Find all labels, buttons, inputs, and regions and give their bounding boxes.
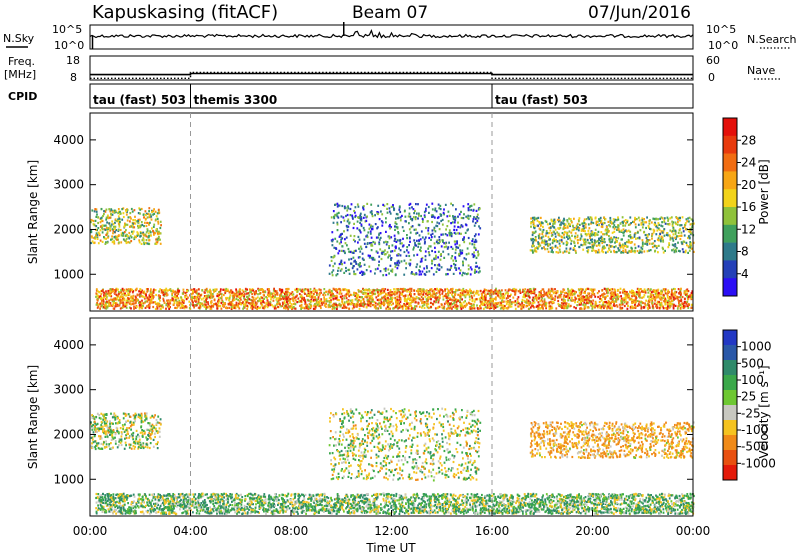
near-range-ground-ionospheric-power-data [95, 287, 694, 311]
x-tick-label-5: 20:00 [575, 524, 610, 538]
power-colorbar-tick-label-6: 4 [741, 267, 749, 281]
power-colorbar-tick-label-0: 28 [741, 133, 756, 147]
freq-tick-top: 18 [66, 54, 80, 67]
velocity-colorbar-swatch-8 [723, 450, 737, 466]
velocity-colorbar-swatch-6 [723, 420, 737, 436]
nsky-label: N.Sky [3, 32, 35, 45]
velocity-ytick-label-0: 1000 [53, 472, 84, 486]
date-title: 07/Jun/2016 [588, 3, 691, 23]
power-colorbar-swatch-8 [723, 260, 737, 279]
power-ytick-label-1: 2000 [53, 222, 84, 236]
velocity-colorbar-swatch-3 [723, 375, 737, 391]
velocity-colorbar-swatch-7 [723, 435, 737, 451]
early-evening-band-power-data [90, 207, 162, 246]
power-colorbar: 28 24 20 16 12 8 4 Power [dB] [722, 117, 771, 297]
power-colorbar-swatch-0 [723, 118, 737, 137]
velocity-colorbar-tick-label-1: 500 [741, 356, 764, 370]
velocity-colorbar-tick-label-0: 1000 [741, 340, 772, 354]
velocity-colorbar-frame [722, 329, 738, 481]
velocity-colorbar-tick-label-5: -100 [741, 423, 768, 437]
power-colorbar-swatch-5 [723, 207, 737, 226]
power-colorbar-tick-label-2: 20 [741, 178, 756, 192]
near-range-ground-ionospheric-vel-data [95, 492, 695, 516]
x-tick-label-1: 04:00 [173, 524, 208, 538]
velocity-panel: 1000 2000 3000 4000 Slant Range [km] [26, 317, 695, 517]
power-colorbar-swatch-9 [723, 278, 737, 297]
power-colorbar-swatch-3 [723, 171, 737, 190]
velocity-ytick-label-1: 2000 [53, 427, 84, 441]
velocity-colorbar: 1000 500 100 25 -25 -100 -500 -1000 Velocity [m… [722, 329, 776, 481]
nsky-strip: N.Sky 10^5 10^0 10^5 10^0 N.Search [3, 23, 797, 52]
x-tick-label-4: 16:00 [475, 524, 510, 538]
power-colorbar-tick-label-4: 12 [741, 222, 756, 236]
velocity-colorbar-tick-label-2: 100 [741, 373, 764, 387]
velocity-colorbar-tick-label-7: -1000 [741, 456, 776, 470]
power-colorbar-tick-label-5: 8 [741, 245, 749, 259]
power-colorbar-tick-label-3: 16 [741, 200, 756, 214]
nave-label: Nave [747, 64, 775, 77]
power-colorbar-swatch-1 [723, 135, 737, 154]
freq-tick-bottom: 8 [70, 71, 77, 84]
velocity-y-axis-title: Slant Range [km] [26, 365, 40, 469]
power-colorbar-swatch-7 [723, 242, 737, 261]
x-axis-title: Time UT [365, 541, 416, 554]
freq-unit: [MHz] [4, 68, 36, 81]
velocity-ytick-label-2: 3000 [53, 383, 84, 397]
power-colorbar-title: Power [dB] [757, 159, 771, 224]
nsearch-tick-top: 10^5 [706, 23, 736, 36]
station-title: Kapuskasing (fitACF) [92, 2, 278, 23]
nave-tick-top: 60 [706, 54, 720, 67]
freq-label: Freq. [8, 55, 35, 68]
power-ytick-label-0: 1000 [53, 267, 84, 281]
cpid-segment-label-2: tau (fast) 503 [495, 93, 588, 107]
nave-tick-bottom: 0 [708, 71, 715, 84]
cpid-segment-label-0: tau (fast) 503 [93, 93, 186, 107]
mid-day-arcs-power-data [328, 202, 482, 277]
power-ytick-label-2: 3000 [53, 178, 84, 192]
velocity-colorbar-swatch-9 [723, 465, 737, 481]
velocity-colorbar-tick-label-3: 25 [741, 390, 756, 404]
power-panel: 1000 2000 3000 4000 Slant Range [km] [26, 112, 695, 312]
velocity-ytick-label-3: 4000 [53, 338, 84, 352]
x-tick-label-2: 08:00 [274, 524, 309, 538]
early-evening-band-vel-data [90, 412, 162, 451]
cpid-strip: CPID tau (fast) 503 themis 3300 tau (fast)… [8, 83, 694, 109]
velocity-colorbar-swatch-0 [723, 330, 737, 346]
x-tick-label-6: 00:00 [676, 524, 711, 538]
cpid-segment-label-1: themis 3300 [194, 93, 278, 107]
freq-strip: Freq. [MHz] 18 8 60 0 Nave [4, 54, 780, 84]
nsky-tick-top: 10^5 [52, 23, 82, 36]
freq-trace [90, 72, 693, 76]
nsearch-label: N.Search [747, 33, 797, 46]
velocity-colorbar-title: Velocity [m s⁻¹] [757, 365, 771, 458]
velocity-colorbar-swatch-4 [723, 390, 737, 406]
cpid-label: CPID [8, 90, 37, 103]
power-colorbar-swatch-4 [723, 189, 737, 208]
mid-day-arcs-vel-data [328, 407, 482, 482]
x-tick-label-0: 00:00 [73, 524, 108, 538]
power-ytick-label-3: 4000 [53, 133, 84, 147]
beam-title: Beam 07 [352, 3, 428, 23]
nsky-tick-bottom: 10^0 [54, 39, 84, 52]
power-colorbar-swatch-2 [723, 153, 737, 172]
power-y-axis-title: Slant Range [km] [26, 160, 40, 264]
x-tick-label-3: 12:00 [374, 524, 409, 538]
evening-band-power-data [529, 216, 695, 254]
velocity-colorbar-tick-label-6: -500 [741, 440, 768, 454]
velocity-colorbar-tick-label-4: -25 [741, 406, 761, 420]
power-colorbar-tick-label-1: 24 [741, 156, 756, 170]
evening-band-vel-data [529, 421, 695, 459]
velocity-colorbar-swatch-5 [723, 405, 737, 421]
velocity-colorbar-swatch-2 [723, 360, 737, 376]
power-colorbar-swatch-6 [723, 224, 737, 243]
velocity-colorbar-swatch-1 [723, 345, 737, 361]
nsky-trace [89, 28, 694, 39]
nsearch-tick-bottom: 10^0 [708, 39, 738, 52]
